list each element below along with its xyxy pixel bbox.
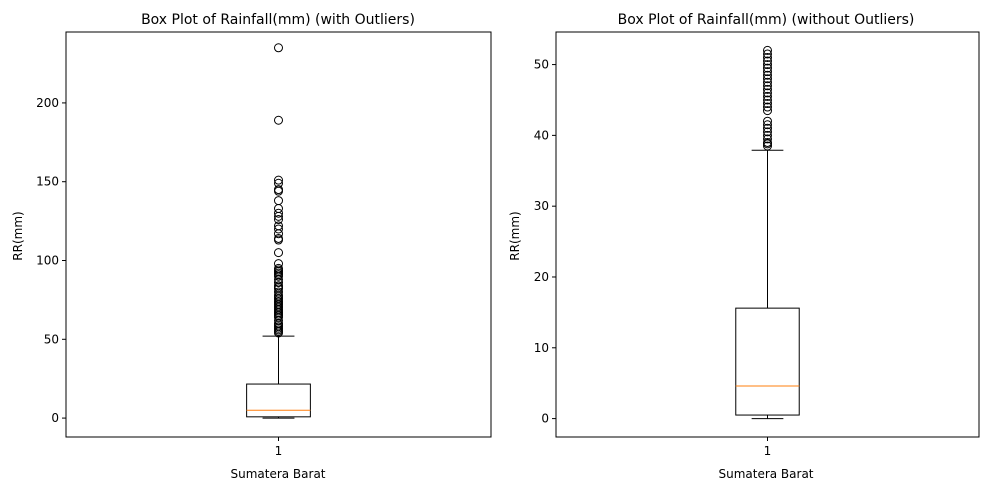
- left-outlier-point: [274, 259, 283, 269]
- right-outlier-point: [763, 88, 772, 98]
- left-outlier-point: [274, 175, 283, 185]
- right-box: [735, 307, 800, 416]
- right-ytick-label: 40: [534, 128, 549, 142]
- left-outlier-point: [274, 224, 283, 234]
- left-outlier-point: [274, 281, 283, 291]
- left-chart: Box Plot of Rainfall(mm) (with Outliers)…: [11, 12, 492, 481]
- left-outlier-point: [274, 208, 283, 218]
- right-outlier-point: [763, 52, 772, 62]
- left-outlier-point: [274, 215, 283, 225]
- left-chart-title: Box Plot of Rainfall(mm) (with Outliers): [141, 12, 415, 28]
- left-outlier-point: [274, 115, 283, 125]
- right-outlier-point: [763, 120, 772, 130]
- right-outlier-point: [763, 95, 772, 105]
- left-outlier-point: [274, 248, 283, 258]
- right-outlier-point: [763, 130, 772, 140]
- right-ytick-label: 10: [534, 341, 549, 355]
- right-outlier-point: [763, 77, 772, 87]
- left-outlier-point: [274, 196, 283, 206]
- left-ytick-label: 200: [36, 96, 59, 110]
- right-outlier-point: [763, 123, 772, 133]
- right-outlier-point: [763, 45, 772, 55]
- left-chart-ylabel: RR(mm): [11, 211, 25, 260]
- right-outlier-point: [763, 81, 772, 91]
- left-outlier-point: [274, 43, 283, 53]
- right-ytick-label: 0: [541, 412, 549, 426]
- right-outlier-point: [763, 137, 772, 147]
- right-outlier-point: [763, 49, 772, 59]
- right-outlier-point: [763, 106, 772, 116]
- left-box: [246, 383, 311, 418]
- right-outlier-point: [763, 67, 772, 77]
- left-outlier-point: [274, 221, 283, 231]
- left-ytick-label: 150: [36, 175, 59, 189]
- right-outlier-point: [763, 99, 772, 109]
- right-outlier-point: [763, 134, 772, 144]
- right-outlier-point: [763, 74, 772, 84]
- right-outlier-point: [763, 60, 772, 70]
- right-outlier-point: [763, 63, 772, 73]
- right-chart-ylabel: RR(mm): [508, 211, 522, 260]
- left-ytick-label: 100: [36, 254, 59, 268]
- left-ytick-label: 50: [44, 332, 59, 346]
- right-outlier-point: [763, 127, 772, 137]
- right-outlier-point: [763, 102, 772, 112]
- right-ytick-label: 30: [534, 199, 549, 213]
- left-outlier-point: [274, 233, 283, 243]
- left-chart-plot: 0 50 100 150 200 1: [36, 31, 492, 458]
- right-outlier-point: [763, 70, 772, 80]
- left-outlier-point: [274, 178, 283, 188]
- left-chart-xlabel: Sumatera Barat: [230, 467, 325, 481]
- right-outlier-point: [763, 91, 772, 101]
- right-outlier-point: [763, 84, 772, 94]
- right-outlier-point: [763, 56, 772, 66]
- right-outlier-point: [763, 141, 772, 151]
- right-ytick-label: 50: [534, 58, 549, 72]
- left-outlier-point: [274, 185, 283, 195]
- right-chart-xlabel: Sumatera Barat: [718, 467, 813, 481]
- right-xtick-label: 1: [764, 444, 772, 458]
- right-outlier-point: [763, 116, 772, 126]
- left-outlier-point: [274, 287, 283, 297]
- right-chart-title: Box Plot of Rainfall(mm) (without Outlie…: [618, 12, 915, 28]
- left-ytick-label: 0: [51, 411, 59, 425]
- left-outlier-point: [274, 263, 283, 273]
- right-ytick-label: 20: [534, 270, 549, 284]
- left-xtick-label: 1: [275, 444, 283, 458]
- right-chart: Box Plot of Rainfall(mm) (without Outlie…: [508, 12, 980, 481]
- right-chart-plot: 0 10 20 30 40 50 1: [534, 31, 980, 458]
